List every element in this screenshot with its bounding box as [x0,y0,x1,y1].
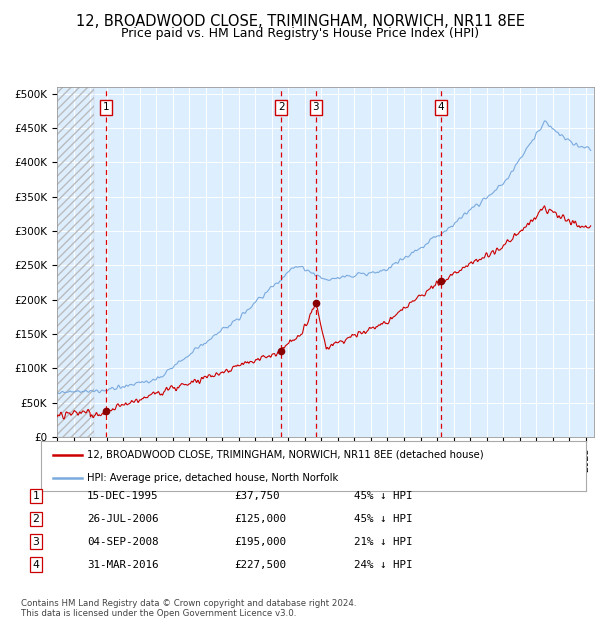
Text: 12, BROADWOOD CLOSE, TRIMINGHAM, NORWICH, NR11 8EE: 12, BROADWOOD CLOSE, TRIMINGHAM, NORWICH… [76,14,524,29]
Text: 45% ↓ HPI: 45% ↓ HPI [354,491,413,501]
Text: 24% ↓ HPI: 24% ↓ HPI [354,560,413,570]
Text: £195,000: £195,000 [234,537,286,547]
Text: 21% ↓ HPI: 21% ↓ HPI [354,537,413,547]
Text: 2: 2 [32,514,40,524]
Text: 04-SEP-2008: 04-SEP-2008 [87,537,158,547]
Text: Contains HM Land Registry data © Crown copyright and database right 2024.
This d: Contains HM Land Registry data © Crown c… [21,599,356,618]
Text: 26-JUL-2006: 26-JUL-2006 [87,514,158,524]
Text: 4: 4 [32,560,40,570]
Text: 1: 1 [103,102,109,112]
Text: 3: 3 [32,537,40,547]
Text: 1: 1 [32,491,40,501]
Text: 31-MAR-2016: 31-MAR-2016 [87,560,158,570]
Bar [57,87,94,437]
Text: £37,750: £37,750 [234,491,280,501]
Text: £125,000: £125,000 [234,514,286,524]
Text: Price paid vs. HM Land Registry's House Price Index (HPI): Price paid vs. HM Land Registry's House … [121,27,479,40]
Text: HPI: Average price, detached house, North Norfolk: HPI: Average price, detached house, Nort… [87,472,338,482]
Text: 15-DEC-1995: 15-DEC-1995 [87,491,158,501]
Text: 2: 2 [278,102,284,112]
Text: 45% ↓ HPI: 45% ↓ HPI [354,514,413,524]
Text: 12, BROADWOOD CLOSE, TRIMINGHAM, NORWICH, NR11 8EE (detached house): 12, BROADWOOD CLOSE, TRIMINGHAM, NORWICH… [87,450,484,460]
Text: 3: 3 [313,102,319,112]
Text: 4: 4 [438,102,445,112]
Text: £227,500: £227,500 [234,560,286,570]
